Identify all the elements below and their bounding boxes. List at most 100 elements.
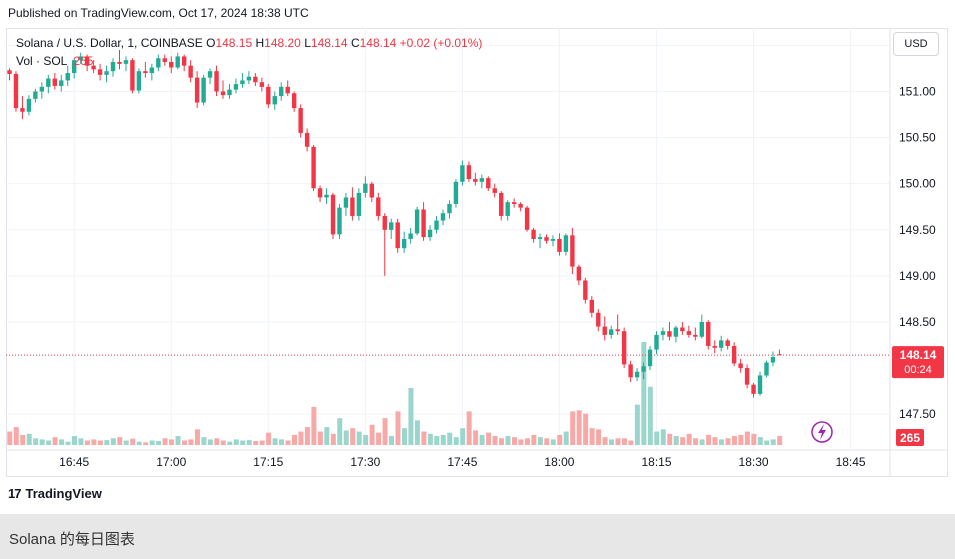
volume-label: Vol · SOL [16, 54, 68, 68]
volume-bar [246, 440, 252, 445]
candle-body [576, 266, 582, 281]
candle-body [175, 56, 180, 68]
volume-bar [673, 436, 679, 445]
candle-body [440, 213, 446, 221]
candle-body [298, 108, 303, 133]
volume-bar [376, 432, 382, 445]
candle-body [725, 340, 730, 346]
candle-body [777, 354, 782, 356]
currency-button[interactable]: USD [893, 32, 939, 56]
volume-bar [628, 440, 634, 445]
candle-body [52, 78, 57, 86]
volume-bar [337, 418, 343, 445]
candle-body [246, 76, 252, 81]
volume-bar [589, 428, 595, 445]
candle-body [511, 202, 517, 204]
last-price-badge [892, 346, 944, 379]
candle-body [647, 349, 653, 367]
volume-bar [59, 439, 65, 445]
volume-bar [667, 433, 673, 445]
volume-bar [744, 431, 750, 445]
volume-bar [770, 439, 776, 445]
x-tick-label: 18:45 [836, 455, 866, 469]
candle-body [473, 179, 478, 182]
candle-body [149, 67, 155, 74]
volume-bar [757, 437, 763, 445]
candle-body [550, 238, 556, 241]
candle-body [110, 61, 116, 72]
volume-bar [285, 440, 291, 445]
volume-bar [764, 440, 770, 445]
candle-body [414, 209, 420, 234]
volume-bar [84, 440, 90, 445]
candle-body [634, 371, 640, 378]
candle-body [460, 165, 465, 182]
candle-body [84, 56, 90, 66]
volume-bar [609, 439, 615, 445]
volume-bar [311, 406, 317, 445]
candle-body [427, 229, 433, 238]
candle-body [731, 345, 737, 364]
volume-bar [602, 437, 608, 445]
volume-bar [408, 387, 414, 445]
volume-bar [479, 434, 485, 445]
volume-bar [563, 431, 569, 445]
candle-body [194, 77, 200, 103]
volume-bar [686, 433, 692, 445]
candle-body [660, 331, 666, 335]
x-tick-label: 16:45 [59, 455, 89, 469]
candle-body [524, 207, 530, 230]
candle-body [317, 188, 323, 198]
volume-bar [621, 438, 627, 445]
x-tick-label: 17:45 [447, 455, 477, 469]
volume-bar [259, 440, 265, 445]
candle-body [486, 178, 491, 189]
volume-bar [583, 413, 589, 445]
volume-bar [110, 438, 116, 445]
volume-bar [473, 430, 479, 445]
volume-bar [401, 428, 407, 445]
volume-bar [693, 438, 699, 445]
candle-body [201, 77, 206, 103]
volume-bar [136, 441, 142, 445]
volume-bar [39, 439, 45, 445]
candle-body [304, 132, 310, 147]
volume-bar [20, 434, 26, 445]
candlestick-chart[interactable]: 16:45 17:00 17:15 17:30 17:45 18:00 18:15 18:30… [6, 28, 948, 477]
open-value: 148.15 [215, 36, 253, 50]
candle-body [350, 197, 355, 216]
low-value: 148.14 [310, 36, 348, 50]
volume-bar [33, 438, 39, 445]
y-tick-label: 147.50 [899, 407, 936, 421]
volume-bar [207, 439, 213, 445]
volume-bar [511, 437, 517, 445]
candle-body [719, 340, 724, 348]
x-tick-label: 17:15 [253, 455, 283, 469]
volume-bar [298, 431, 304, 445]
volume-bar [389, 436, 395, 445]
tradingview-logo[interactable]: 17 TradingView [8, 486, 102, 501]
candle-body [764, 362, 769, 376]
high-label: H [255, 36, 265, 50]
volume-bar [240, 440, 246, 445]
candle-body [751, 384, 756, 394]
x-tick-label: 18:00 [544, 455, 574, 469]
candle-body [330, 194, 336, 235]
open-label: O [206, 36, 216, 50]
volume-bar [97, 440, 103, 445]
volume-bar [350, 428, 356, 445]
candle-body [26, 98, 32, 112]
candle-body [744, 368, 750, 385]
candle-body [13, 73, 19, 109]
volume-bar [731, 436, 737, 445]
candle-body [621, 331, 627, 365]
caption-bar: Solana 的每日图表 [0, 514, 955, 559]
volume-bar [317, 431, 323, 445]
candle-body [65, 73, 70, 81]
candle-body [104, 71, 109, 75]
volume-bar [777, 436, 783, 445]
volume-bar [227, 441, 233, 445]
candle-body [207, 71, 213, 78]
volume-bar [615, 438, 621, 445]
candle-body [673, 327, 679, 337]
